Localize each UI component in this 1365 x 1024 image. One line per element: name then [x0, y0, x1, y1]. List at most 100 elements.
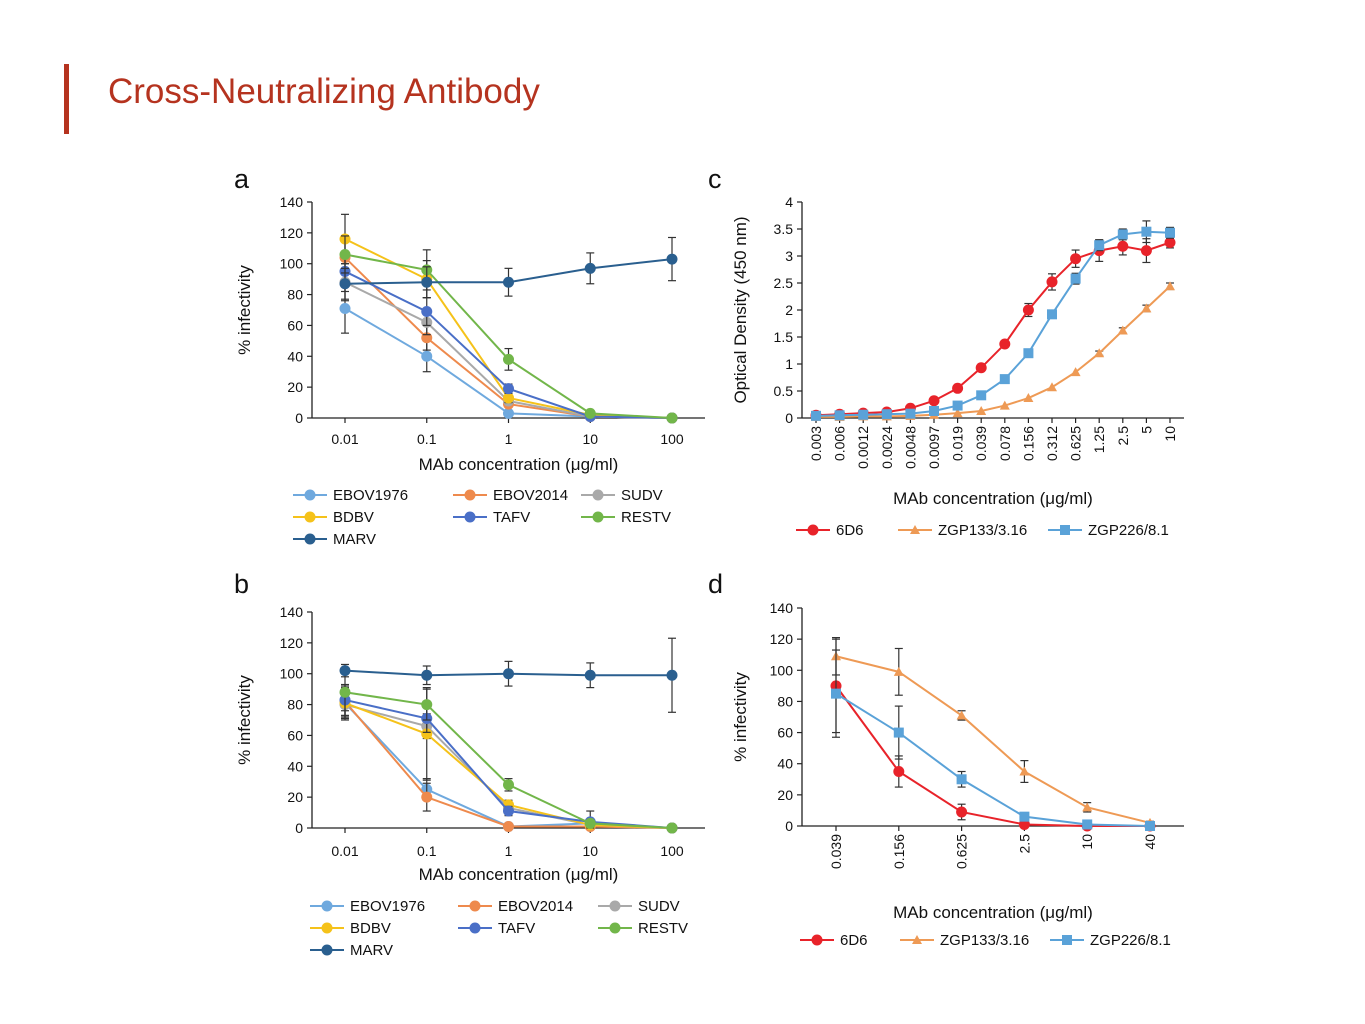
data-point: [893, 766, 904, 777]
y-tick-label: 20: [287, 789, 303, 805]
y-tick-label: 120: [770, 631, 794, 647]
data-point: [1047, 309, 1057, 319]
x-axis-title: MAb concentration (μg/ml): [893, 903, 1093, 922]
data-point: [667, 254, 678, 265]
data-point: [858, 410, 868, 420]
legend-label: ZGP226/8.1: [1088, 522, 1169, 539]
legend-swatch-marker: [1060, 525, 1070, 535]
data-point: [1118, 229, 1128, 239]
legend: EBOV1976 EBOV2014 SUDV BDBV TAFV RESTV MARV: [310, 898, 688, 959]
data-point: [835, 410, 845, 420]
y-tick-label: 1.5: [774, 329, 794, 345]
y-tick-label: 3: [785, 248, 793, 264]
y-axis-title: Optical Density (450 nm): [731, 216, 750, 403]
x-tick-label: 5: [1138, 426, 1154, 434]
data-point: [929, 395, 940, 406]
y-tick-label: 140: [280, 604, 304, 620]
legend-swatch-marker: [593, 490, 604, 501]
panel-letter-b: b: [234, 569, 249, 599]
y-tick-label: 40: [777, 756, 793, 772]
legend-item: TAFV: [453, 509, 530, 526]
figure-charts: a0204060801001201400.01 0.1 1 10 100MAb conc…: [0, 0, 1365, 1024]
x-tick-label: 0.039: [973, 426, 989, 461]
legend-swatch-marker: [812, 935, 823, 946]
data-point: [421, 351, 432, 362]
data-point: [340, 303, 351, 314]
y-tick-label: 80: [777, 693, 793, 709]
data-point: [667, 413, 678, 424]
data-point: [585, 263, 596, 274]
x-tick-label: 0.625: [954, 834, 970, 869]
legend-label: 6D6: [836, 522, 864, 539]
y-tick-label: 80: [287, 287, 303, 303]
data-point: [421, 306, 432, 317]
data-point: [1070, 253, 1081, 264]
legend-label: EBOV1976: [350, 898, 425, 915]
data-point: [503, 383, 514, 394]
legend-item: 6D6: [800, 932, 868, 949]
data-point: [953, 401, 963, 411]
data-point: [421, 670, 432, 681]
data-point: [503, 806, 514, 817]
legend-label: EBOV1976: [333, 487, 408, 504]
data-point: [1094, 240, 1104, 250]
data-point: [503, 354, 514, 365]
legend-label: BDBV: [333, 509, 374, 526]
x-tick-label: 2.5: [1016, 834, 1032, 854]
legend-label: BDBV: [350, 920, 391, 937]
series-tafv: [340, 685, 678, 834]
data-point: [1071, 274, 1081, 284]
data-point: [1023, 348, 1033, 358]
y-tick-label: 100: [280, 256, 304, 272]
legend-item: 6D6: [796, 522, 864, 539]
series-marv: [340, 638, 678, 712]
data-point: [811, 411, 821, 421]
x-tick-label: 0.006: [832, 426, 848, 461]
series-zgp226-8-1: [831, 650, 1155, 831]
y-tick-label: 80: [287, 697, 303, 713]
legend-label: ZGP226/8.1: [1090, 932, 1171, 949]
legend-item: EBOV2014: [453, 487, 568, 504]
data-point: [999, 339, 1010, 350]
legend-swatch-marker: [465, 512, 476, 523]
x-axis-title: MAb concentration (μg/ml): [419, 455, 619, 474]
legend-swatch-marker: [610, 901, 621, 912]
legend: 6D6 ZGP133/3.16 ZGP226/8.1: [796, 522, 1169, 539]
data-point: [503, 668, 514, 679]
data-point: [1117, 241, 1128, 252]
x-tick-label: 1: [505, 843, 513, 859]
legend-label: ZGP133/3.16: [940, 932, 1029, 949]
data-point: [585, 670, 596, 681]
chart-panel-a: a0204060801001201400.01 0.1 1 10 100MAb conc…: [234, 164, 705, 548]
legend-item: SUDV: [581, 487, 663, 504]
x-tick-label: 0.019: [950, 426, 966, 461]
legend-label: MARV: [333, 531, 376, 548]
legend-label: ZGP133/3.16: [938, 522, 1027, 539]
y-tick-label: 60: [287, 727, 303, 743]
data-point: [952, 383, 963, 394]
data-point: [894, 728, 904, 738]
x-tick-label: 0.1: [417, 431, 437, 447]
data-point: [1082, 802, 1092, 811]
y-tick-label: 0: [785, 410, 793, 426]
data-point: [585, 818, 596, 829]
panel-letter-d: d: [708, 569, 723, 599]
legend-swatch-marker: [1062, 935, 1072, 945]
data-point: [1047, 276, 1058, 287]
y-tick-label: 0: [785, 818, 793, 834]
legend-swatch-marker: [322, 901, 333, 912]
data-point: [1047, 382, 1057, 391]
data-point: [1000, 374, 1010, 384]
y-tick-label: 60: [287, 317, 303, 333]
data-point: [831, 689, 841, 699]
y-tick-label: 20: [287, 379, 303, 395]
legend-label: RESTV: [621, 509, 671, 526]
panel-letter-a: a: [234, 164, 250, 194]
x-tick-label: 1.25: [1091, 426, 1107, 453]
series-line: [836, 686, 1150, 826]
legend-swatch-marker: [322, 945, 333, 956]
data-point: [421, 277, 432, 288]
data-point: [667, 670, 678, 681]
data-point: [1023, 393, 1033, 402]
data-point: [340, 687, 351, 698]
